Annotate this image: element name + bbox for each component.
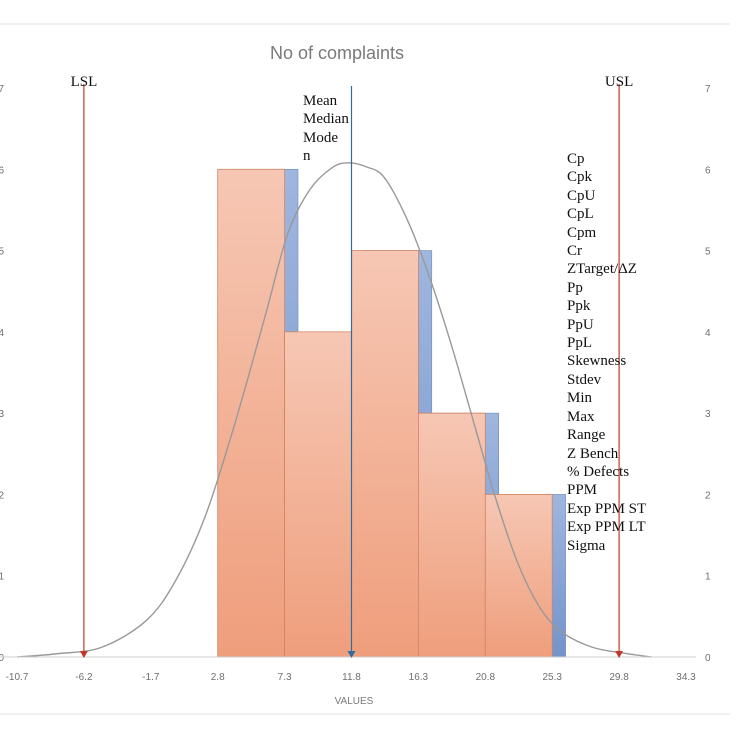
- stat-label-pp: Pp: [567, 279, 583, 296]
- stat-label-max: Max: [567, 408, 595, 425]
- stat-label-ztarget: ZTarget/ΔZ: [567, 261, 637, 278]
- x-tick-label: -6.2: [75, 672, 93, 683]
- stat-label-ppk: Ppk: [567, 298, 591, 315]
- x-axis-ticks: -10.7 -6.2 -1.7 2.8 7.3 11.8 16.3 20.8 25.3 29.8 3…: [6, 672, 697, 683]
- center-label-mean: Mean: [303, 93, 338, 109]
- x-tick-label: 7.3: [278, 672, 292, 683]
- stat-label-stdev: Stdev: [567, 371, 602, 388]
- y-tick-label-left: 1: [0, 572, 4, 583]
- y-tick-label-right: 0: [705, 653, 711, 664]
- center-label-n: n: [303, 148, 311, 165]
- y-tick-label-left: 5: [0, 247, 4, 258]
- y-tick-label-left: 6: [0, 165, 4, 176]
- stat-label-ppl: PpL: [567, 335, 593, 352]
- stat-label-z-bench: Z Bench: [567, 445, 619, 462]
- center-label-median: Median: [303, 111, 349, 128]
- y-tick-label-left: 4: [0, 328, 4, 339]
- y-tick-label-right: 1: [705, 572, 711, 583]
- reference-arrow-mean: [347, 651, 356, 658]
- stat-label-sigma: Sigma: [567, 537, 606, 554]
- y-tick-label-right: 6: [705, 165, 711, 176]
- histogram-bars: [217, 168, 553, 658]
- x-tick-label: -10.7: [6, 672, 29, 683]
- x-tick-label: 29.8: [609, 672, 629, 683]
- y-tick-label-left: 3: [0, 409, 4, 420]
- distribution-curve: [16, 162, 652, 658]
- stat-label-defects: % Defects: [567, 463, 630, 480]
- stat-label-skewness: Skewness: [567, 353, 627, 370]
- x-axis-label: VALUES: [335, 696, 374, 707]
- stat-label-cpl: CpL: [567, 206, 594, 223]
- y-axis-right-ticks: 0 1 2 3 4 5 6 7: [705, 84, 711, 664]
- x-tick-label: 25.3: [542, 672, 562, 683]
- y-tick-label-right: 4: [705, 328, 711, 339]
- y-tick-label-left: 7: [0, 84, 4, 95]
- x-tick-label: 16.3: [409, 672, 429, 683]
- x-tick-label: 2.8: [211, 672, 225, 683]
- stat-label-cp: Cp: [567, 151, 585, 167]
- stat-label-range: Range: [567, 427, 606, 444]
- x-tick-label: -1.7: [142, 672, 160, 683]
- reference-label-usl: USL: [605, 74, 633, 90]
- y-tick-label-right: 3: [705, 409, 711, 420]
- histogram-bar: [417, 412, 486, 658]
- capability-stats-labels: Cp Cpk CpU CpL Cpm Cr ZTarget/ΔZ Pp Ppk …: [567, 150, 646, 555]
- y-tick-label-left: 0: [0, 653, 4, 664]
- y-tick-label-right: 7: [705, 84, 711, 95]
- y-tick-label-right: 2: [705, 490, 711, 501]
- x-tick-label: 20.8: [476, 672, 496, 683]
- stat-label-cpm: Cpm: [567, 224, 597, 241]
- histogram-bar: [284, 331, 352, 658]
- stat-label-ppu: PpU: [567, 316, 594, 333]
- center-label-mode: Mode: [303, 129, 338, 146]
- stat-label-exp-ppm-lt: Exp PPM LT: [567, 519, 646, 536]
- stat-label-cpk: Cpk: [567, 169, 593, 186]
- histogram-bar: [217, 168, 285, 658]
- reference-arrow-usl: [615, 651, 624, 658]
- chart-title: No of complaints: [270, 43, 404, 63]
- reference-label-lsl: LSL: [71, 74, 98, 90]
- histogram-bar: [351, 250, 419, 658]
- stat-label-ppm: PPM: [567, 482, 598, 499]
- x-tick-label: 11.8: [342, 672, 361, 683]
- y-axis-left-ticks: 0 1 2 3 4 5 6 7: [0, 84, 4, 664]
- stat-label-cr: Cr: [567, 243, 582, 260]
- stat-label-cpu: CpU: [567, 187, 596, 204]
- y-tick-label-right: 5: [705, 247, 711, 258]
- reference-arrow-lsl: [79, 651, 88, 658]
- histogram-bar: [484, 494, 553, 658]
- stat-label-min: Min: [567, 390, 593, 407]
- stat-label-exp-ppm-st: Exp PPM ST: [567, 500, 647, 517]
- center-stats-labels: Mean Median Mode n: [303, 92, 349, 166]
- x-tick-label: 34.3: [676, 672, 696, 683]
- reference-lines: LSL USL: [71, 74, 633, 658]
- y-tick-label-left: 2: [0, 490, 4, 501]
